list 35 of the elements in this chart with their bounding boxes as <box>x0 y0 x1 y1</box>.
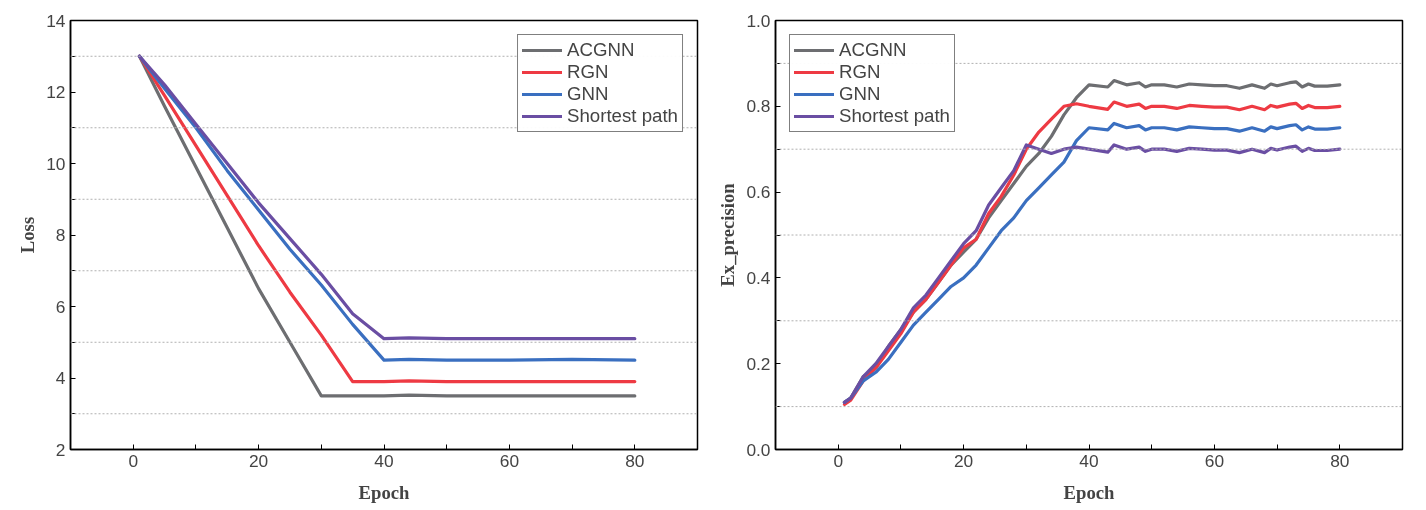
x-tick-label: 20 <box>248 450 269 471</box>
x-tick-label: 60 <box>1204 450 1225 471</box>
y-tick-label: 10 <box>46 153 66 174</box>
x-tick-label: 80 <box>625 450 645 471</box>
y-tick-label: 0.4 <box>746 267 771 288</box>
x-tick-label: 0 <box>833 450 844 471</box>
y-tick-label: 4 <box>55 368 66 388</box>
x-tick-label: 20 <box>953 450 974 471</box>
x-tick-label: 80 <box>1330 450 1350 471</box>
y-tick-label: 0.0 <box>746 439 771 460</box>
x-tick-label: 0 <box>128 450 139 471</box>
x-tick-label: 40 <box>374 450 394 471</box>
y-tick-label: 12 <box>46 82 66 102</box>
y-tick-label: 8 <box>55 225 66 245</box>
legend-label: Shortest path <box>839 105 950 127</box>
y-axis-title: Loss <box>17 216 39 254</box>
y-tick-label: 0.6 <box>746 182 771 203</box>
x-axis-title: Epoch <box>358 481 411 503</box>
x-tick-label: 40 <box>1079 450 1099 471</box>
y-tick-label: 0.8 <box>746 96 771 117</box>
legend-label: Shortest path <box>567 105 678 127</box>
legend-label: GNN <box>567 83 609 105</box>
x-tick-label: 60 <box>499 450 520 471</box>
y-axis-title: Ex_precision <box>717 182 739 287</box>
x-axis-title: Epoch <box>1063 481 1116 503</box>
legend-label: GNN <box>839 83 881 105</box>
y-tick-label: 14 <box>46 10 66 31</box>
legend-label: ACGNN <box>839 39 907 61</box>
y-tick-label: 2 <box>55 439 66 460</box>
legend-label: RGN <box>567 61 609 83</box>
legend-label: RGN <box>839 61 881 83</box>
y-tick-label: 0.2 <box>746 353 771 374</box>
y-tick-label: 6 <box>55 296 66 317</box>
legend-label: ACGNN <box>567 39 635 61</box>
y-tick-label: 1.0 <box>746 10 771 31</box>
